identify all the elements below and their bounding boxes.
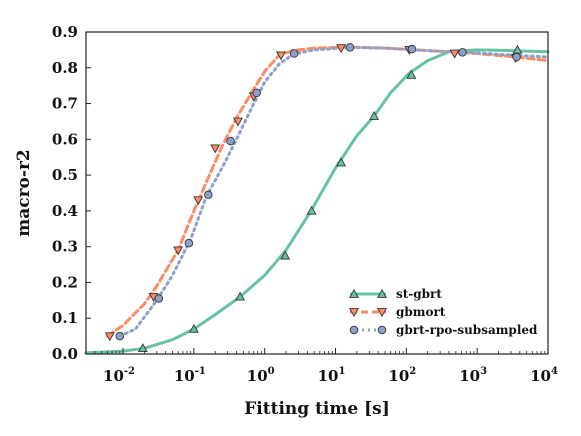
- legend-marker-gbmort: [377, 308, 387, 318]
- data-point-gbrt-rpo-subsampled: [458, 48, 467, 57]
- x-tick-label: 10-2: [103, 366, 135, 385]
- data-point-gbrt-rpo-subsampled: [345, 43, 355, 52]
- data-point-gbmort: [104, 332, 115, 342]
- legend-marker-gbrt-rpo-subsampled: [349, 325, 359, 335]
- data-point-st-gbrt: [306, 205, 317, 215]
- series-line-st-gbrt: [84, 48, 550, 355]
- data-point-gbrt-rpo-subsampled: [184, 238, 194, 248]
- y-tick-label: 0.8: [52, 59, 78, 77]
- y-tick-label: 0.9: [52, 23, 78, 41]
- data-point-gbmort: [233, 117, 243, 127]
- data-point-gbmort: [449, 49, 460, 59]
- plot-frame: [85, 31, 549, 355]
- x-axis-label: Fitting time [s]: [244, 399, 390, 419]
- series-line-gbrt-rpo-subsampled: [118, 45, 550, 338]
- x-tick-label: 100: [247, 366, 275, 385]
- legend-label-gbmort: gbmort: [396, 305, 446, 319]
- data-point-gbrt-rpo-subsampled: [407, 44, 417, 54]
- legend-marker-st-gbrt: [377, 288, 387, 298]
- x-tick-label: 102: [388, 366, 416, 385]
- data-point-st-gbrt: [235, 291, 246, 301]
- data-point-st-gbrt: [137, 343, 148, 353]
- data-point-gbrt-rpo-subsampled: [154, 294, 164, 303]
- data-point-gbrt-rpo-subsampled: [512, 52, 521, 62]
- legend-label-gbrt-rpo-subsampled: gbrt-rpo-subsampled: [396, 323, 538, 337]
- data-point-gbmort: [173, 246, 184, 256]
- legend-marker-gbrt-rpo-subsampled: [377, 325, 387, 335]
- y-axis-label: macro-r2: [14, 149, 34, 237]
- y-tick-label: 0.1: [52, 309, 78, 327]
- legend-marker-st-gbrt: [349, 288, 359, 298]
- data-point-gbrt-rpo-subsampled: [289, 49, 299, 58]
- x-tick-label: 104: [530, 366, 558, 385]
- series-lines: [84, 45, 550, 355]
- x-tick-label: 10-1: [174, 366, 206, 385]
- legend: st-gbrt gbmort gbrt-rpo-subsampled: [349, 287, 538, 337]
- data-point-gbrt-rpo-subsampled: [204, 190, 213, 200]
- y-tick-label: 0.7: [52, 95, 78, 113]
- y-tick-label: 0.5: [52, 166, 78, 184]
- data-point-st-gbrt: [336, 157, 347, 167]
- data-point-st-gbrt: [369, 110, 380, 120]
- y-tick-label: 0.4: [52, 202, 78, 220]
- data-point-gbrt-rpo-subsampled: [226, 136, 235, 146]
- data-point-st-gbrt: [188, 323, 199, 333]
- y-tick-label: 0.3: [52, 238, 78, 256]
- data-point-gbrt-rpo-subsampled: [252, 88, 261, 98]
- x-tick-label: 103: [459, 366, 487, 385]
- data-point-st-gbrt: [280, 250, 291, 260]
- legend-marker-gbmort: [349, 308, 359, 318]
- axes: 0.0 0.1 0.2 0.3 0.4 0.5 0.6 0.7 0.8 0.9 10-2 10-1 10…: [52, 23, 558, 385]
- data-point-st-gbrt: [406, 69, 417, 79]
- series-line-gbmort: [105, 45, 550, 338]
- x-tick-label: 101: [318, 366, 346, 385]
- y-tick-label: 0.6: [52, 130, 78, 148]
- y-tick-label: 0.0: [52, 345, 78, 363]
- data-point-gbmort: [210, 144, 221, 154]
- series-markers: [104, 43, 523, 353]
- data-point-gbrt-rpo-subsampled: [115, 331, 125, 341]
- y-tick-label: 0.2: [52, 273, 78, 291]
- data-point-gbmort: [193, 196, 204, 206]
- data-point-gbmort: [276, 51, 286, 61]
- legend-label-st-gbrt: st-gbrt: [396, 287, 442, 301]
- data-point-gbmort: [336, 44, 347, 54]
